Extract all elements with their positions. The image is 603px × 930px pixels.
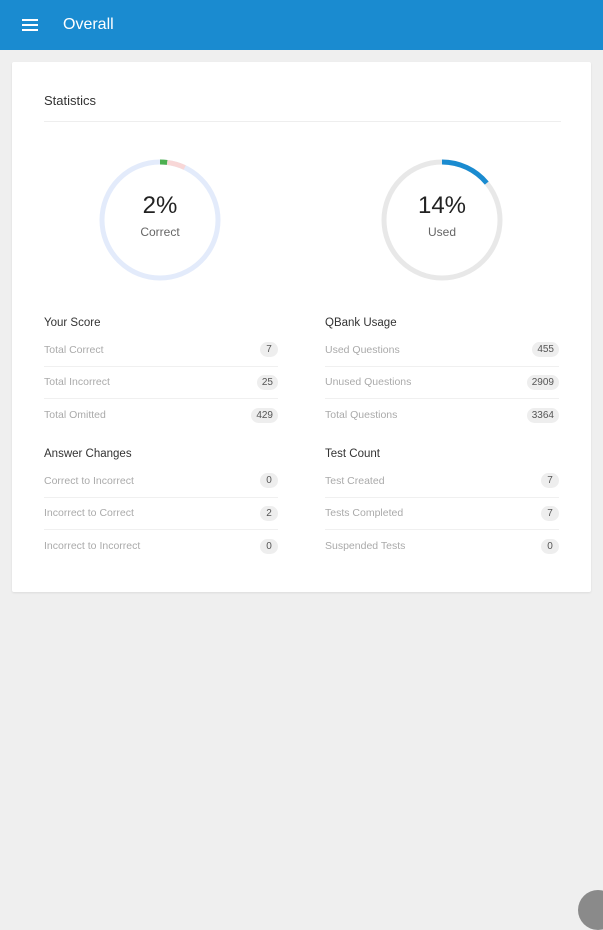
stat-row: Unused Questions 2909 — [325, 367, 559, 399]
stat-label: Total Incorrect — [44, 376, 110, 389]
ring-segment — [99, 159, 221, 281]
stat-value-badge: 25 — [256, 374, 278, 390]
stat-row: Total Omitted 429 — [44, 399, 278, 432]
divider — [44, 121, 561, 122]
stat-value-badge: 455 — [532, 342, 559, 358]
stat-value-badge: 0 — [260, 538, 278, 554]
stat-label: Test Created — [325, 474, 385, 487]
section-title: Answer Changes — [44, 448, 132, 460]
stat-row: Test Created 7 — [325, 465, 559, 498]
stat-value-badge: 7 — [541, 473, 559, 489]
stat-row: Incorrect to Incorrect 0 — [44, 530, 278, 563]
floating-action-button[interactable] — [578, 890, 603, 930]
stat-label: Used Questions — [325, 343, 400, 356]
stat-label: Incorrect to Incorrect — [44, 540, 141, 553]
ring-svg — [99, 159, 221, 281]
stat-row: Total Incorrect 25 — [44, 367, 278, 399]
stat-label: Incorrect to Correct — [44, 507, 134, 520]
stat-value-badge: 7 — [541, 505, 559, 521]
stat-value-badge: 0 — [541, 538, 559, 554]
used-label: Used — [427, 225, 456, 239]
stat-value-badge: 429 — [251, 407, 278, 423]
correct-label: Correct — [140, 225, 180, 239]
stat-row: Incorrect to Correct 2 — [44, 498, 278, 530]
section-title: Test Count — [325, 448, 380, 460]
stat-label: Unused Questions — [325, 376, 412, 389]
stat-row: Total Questions 3364 — [325, 399, 559, 432]
page-title: Overall — [63, 16, 114, 33]
qbank-usage-section: QBank Usage Used Questions 455 Unused Quest… — [325, 312, 559, 432]
stat-row: Total Correct 7 — [44, 334, 278, 367]
app-bar: Overall — [0, 0, 603, 50]
stat-label: Total Omitted — [44, 409, 106, 422]
stat-value-badge: 2909 — [526, 374, 559, 390]
stat-value-badge: 2 — [260, 505, 278, 521]
ring-segment — [381, 159, 503, 281]
section-title: Your Score — [44, 317, 101, 329]
used-ring-chart: 14% Used — [380, 158, 504, 282]
stat-label: Tests Completed — [325, 507, 404, 520]
stat-row: Suspended Tests 0 — [325, 530, 559, 563]
answer-changes-section: Answer Changes Correct to Incorrect 0 Incor… — [44, 443, 278, 563]
stat-label: Correct to Incorrect — [44, 474, 134, 487]
stat-label: Total Questions — [325, 409, 398, 422]
stat-value-badge: 7 — [260, 342, 278, 358]
stat-value-badge: 3364 — [526, 407, 559, 423]
stat-label: Suspended Tests — [325, 540, 406, 553]
statistics-card: Statistics 2% Correct 14% Used Your Scor… — [12, 62, 591, 592]
stat-row: Correct to Incorrect 0 — [44, 465, 278, 498]
used-percent: 14% — [417, 192, 467, 219]
stat-row: Used Questions 455 — [325, 334, 559, 367]
card-title: Statistics — [44, 93, 97, 108]
test-count-section: Test Count Test Created 7 Tests Completed 7 S… — [325, 443, 559, 563]
ring-track — [99, 159, 221, 281]
your-score-section: Your Score Total Correct 7 Total Incorrect 2… — [44, 312, 278, 432]
stat-label: Total Correct — [44, 343, 104, 356]
stat-row: Tests Completed 7 — [325, 498, 559, 530]
hamburger-icon[interactable] — [22, 19, 38, 31]
correct-percent: 2% — [142, 192, 178, 219]
section-title: QBank Usage — [325, 317, 397, 329]
stat-value-badge: 0 — [260, 473, 278, 489]
correct-ring-chart: 2% Correct — [98, 158, 222, 282]
ring-svg — [381, 159, 503, 281]
